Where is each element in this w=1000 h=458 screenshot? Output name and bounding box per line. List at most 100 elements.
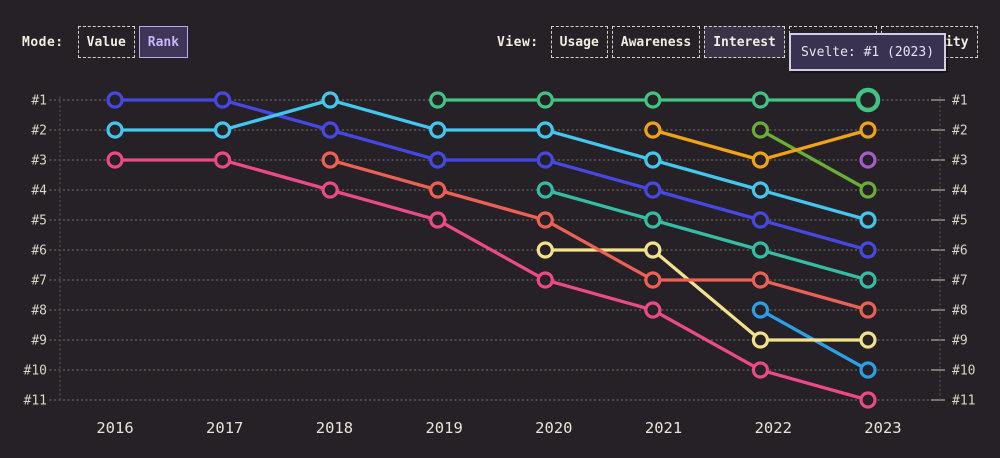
point-svelte-2020[interactable]: [536, 91, 554, 109]
mode-buttons: Value Rank: [77, 26, 189, 58]
x-axis-label-2018: 2018: [316, 419, 353, 437]
point-cyan-2021[interactable]: [644, 151, 662, 169]
point-olive-2022[interactable]: [751, 121, 770, 139]
view-label: View:: [497, 34, 539, 50]
point-orange-2021[interactable]: [644, 121, 662, 139]
point-cyan-2019[interactable]: [429, 121, 447, 139]
point-sky-2022[interactable]: [751, 301, 770, 319]
left-axis-label-rank-3: #3: [31, 154, 47, 169]
point-svelte-2019[interactable]: [429, 91, 447, 109]
point-blue-2021[interactable]: [644, 181, 662, 199]
point-pink-2023[interactable]: [859, 391, 877, 409]
point-salmon-2018[interactable]: [321, 151, 339, 169]
point-salmon-2023[interactable]: [859, 301, 877, 319]
series-line-olive: [758, 128, 870, 192]
right-axis-label-rank-1: #1: [952, 94, 968, 109]
view-option-usage[interactable]: Usage: [550, 26, 608, 58]
view-option-interest[interactable]: Interest: [704, 26, 785, 58]
point-blue-2023[interactable]: [859, 241, 877, 259]
right-axis-label-rank-11: #11: [952, 394, 975, 409]
series-line-cyan: [113, 98, 870, 222]
point-teal-2022[interactable]: [751, 241, 770, 259]
point-yellow-2022[interactable]: [751, 331, 770, 349]
left-axis-label-rank-11: #11: [24, 394, 47, 409]
series-line-blue: [113, 98, 870, 252]
point-yellow-2020[interactable]: [536, 241, 554, 259]
point-cyan-2017[interactable]: [213, 121, 232, 139]
point-cyan-2022[interactable]: [751, 181, 770, 199]
right-axis-label-rank-3: #3: [952, 154, 968, 169]
point-blue-2020[interactable]: [536, 151, 554, 169]
point-pink-2022[interactable]: [751, 361, 770, 379]
point-cyan-2020[interactable]: [536, 121, 554, 139]
point-pink-2017[interactable]: [213, 151, 232, 169]
point-purple-2023[interactable]: [859, 151, 877, 169]
point-salmon-2019[interactable]: [429, 181, 447, 199]
point-yellow-2021[interactable]: [644, 241, 662, 259]
point-pink-2020[interactable]: [536, 271, 554, 289]
point-pink-2021[interactable]: [644, 301, 662, 319]
right-axis-label-rank-10: #10: [952, 364, 975, 379]
left-axis-label-rank-2: #2: [31, 124, 47, 139]
right-axis-label-rank-2: #2: [952, 124, 968, 139]
point-pink-2018[interactable]: [321, 181, 339, 199]
point-teal-2021[interactable]: [644, 211, 662, 229]
left-axis-label-rank-6: #6: [31, 244, 47, 259]
point-sky-2023[interactable]: [859, 361, 877, 379]
point-cyan-2016[interactable]: [106, 121, 124, 139]
left-axis-label-rank-7: #7: [31, 274, 47, 289]
left-axis-label-rank-5: #5: [31, 214, 47, 229]
series-line-teal: [543, 188, 870, 282]
right-axis-label-rank-8: #8: [952, 304, 968, 319]
point-salmon-2020[interactable]: [536, 211, 554, 229]
right-axis-label-rank-5: #5: [952, 214, 968, 229]
point-svelte-2021[interactable]: [644, 91, 662, 109]
point-yellow-2023[interactable]: [859, 331, 877, 349]
left-axis-label-rank-8: #8: [31, 304, 47, 319]
point-olive-2023[interactable]: [859, 181, 877, 199]
right-axis-label-rank-4: #4: [952, 184, 968, 199]
point-svelte-2022[interactable]: [751, 91, 770, 109]
mode-option-value[interactable]: Value: [77, 26, 135, 58]
x-axis-label-2016: 2016: [96, 419, 133, 437]
point-blue-2019[interactable]: [429, 151, 447, 169]
x-axis-label-2020: 2020: [535, 419, 572, 437]
chart-tooltip: Svelte: #1 (2023): [789, 33, 946, 71]
right-axis-label-rank-6: #6: [952, 244, 968, 259]
point-pink-2019[interactable]: [429, 211, 447, 229]
point-pink-2016[interactable]: [106, 151, 124, 169]
point-orange-2022[interactable]: [751, 151, 770, 169]
point-blue-2018[interactable]: [321, 121, 339, 139]
point-blue-2016[interactable]: [106, 91, 124, 109]
point-salmon-2021[interactable]: [644, 271, 662, 289]
x-axis-label-2022: 2022: [755, 419, 792, 437]
point-cyan-2018[interactable]: [321, 91, 339, 109]
point-teal-2020[interactable]: [536, 181, 554, 199]
right-axis-label-rank-9: #9: [952, 334, 968, 349]
point-blue-2022[interactable]: [751, 211, 770, 229]
point-blue-2017[interactable]: [213, 91, 232, 109]
mode-label: Mode:: [22, 34, 64, 50]
left-axis-label-rank-4: #4: [31, 184, 47, 199]
left-axis-label-rank-9: #9: [31, 334, 47, 349]
series-line-pink: [113, 158, 870, 402]
tooltip-text: Svelte: #1 (2023): [800, 44, 935, 60]
point-orange-2023[interactable]: [859, 121, 877, 139]
mode-option-rank[interactable]: Rank: [138, 26, 189, 58]
view-option-awareness[interactable]: Awareness: [611, 26, 701, 58]
mode-control-group: Mode: Value Rank: [22, 26, 189, 58]
x-axis-label-2017: 2017: [206, 419, 243, 437]
point-teal-2023[interactable]: [859, 271, 877, 289]
series-line-salmon: [328, 158, 870, 312]
x-axis-label-2021: 2021: [645, 419, 682, 437]
point-cyan-2023[interactable]: [859, 211, 877, 229]
right-axis-label-rank-7: #7: [952, 274, 968, 289]
left-axis-label-rank-1: #1: [31, 94, 47, 109]
point-salmon-2022[interactable]: [751, 271, 770, 289]
left-axis-label-rank-10: #10: [24, 364, 47, 379]
x-axis-label-2023: 2023: [864, 419, 901, 437]
point-svelte-2023-highlighted[interactable]: [855, 87, 881, 113]
x-axis-label-2019: 2019: [425, 419, 462, 437]
